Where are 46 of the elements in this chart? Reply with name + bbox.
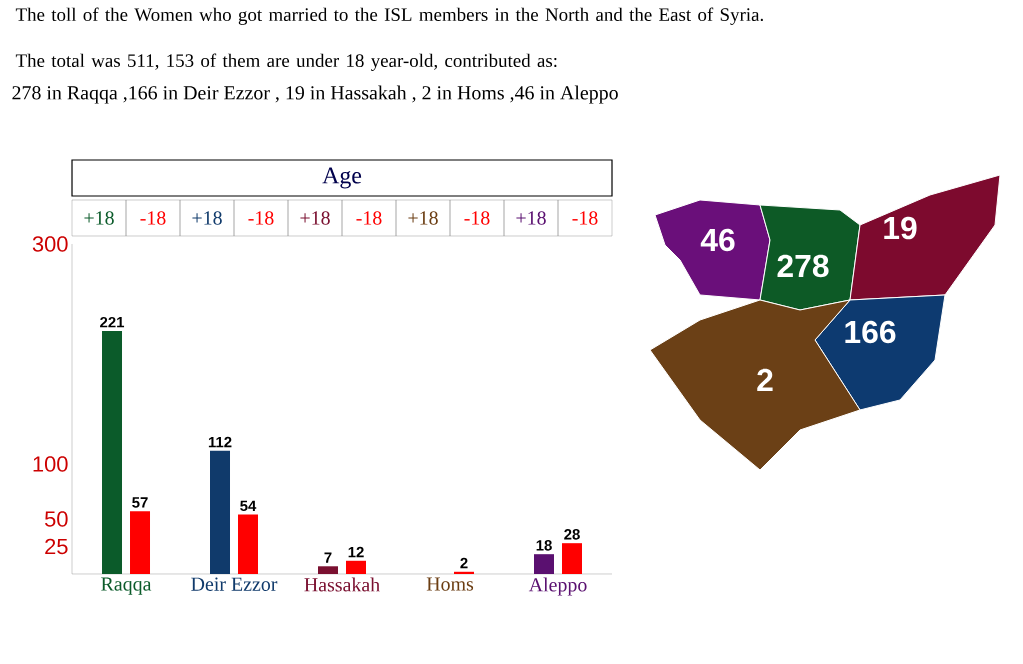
text: 278 in Raqqa ,166 in Deir Ezzor , 19 in Hassakah , 2 in Homs ,46 in Aleppo xyxy=(12,85,618,104)
x-tick-label: Deir Ezzor xyxy=(191,577,278,591)
x-tick-label: Hassakah xyxy=(304,577,380,592)
data-label: 18 xyxy=(536,540,552,551)
bar xyxy=(238,514,259,574)
text: +18 xyxy=(192,211,222,225)
text: -18 xyxy=(464,211,490,225)
bar xyxy=(130,511,151,574)
bar xyxy=(318,566,339,574)
x-tick-label: Aleppo xyxy=(528,577,587,596)
data-label: 57 xyxy=(132,497,148,508)
data-label: 112 xyxy=(208,436,232,448)
y-tick-label: 25 xyxy=(45,538,68,555)
text: +18 xyxy=(84,211,114,225)
data-label: 166 xyxy=(845,320,896,344)
text: +18 xyxy=(408,211,438,225)
data-label: 7 xyxy=(324,552,332,563)
y-tick-label: 100 xyxy=(33,456,68,472)
y-tick-label: 300 xyxy=(32,236,68,252)
text: -18 xyxy=(356,211,382,225)
data-label: 46 xyxy=(700,228,735,252)
bar xyxy=(454,571,475,574)
data-label: 2 xyxy=(757,368,773,392)
bar xyxy=(562,543,583,574)
data-label: 28 xyxy=(564,529,580,540)
chart-title: The toll of the Women who got married to the ISL members in the North and the East of Syria. xyxy=(15,7,763,25)
text: -18 xyxy=(248,211,274,225)
legend-title: Age xyxy=(322,167,362,189)
data-label: 54 xyxy=(240,500,257,512)
x-tick-label: Homs xyxy=(426,577,474,591)
bar xyxy=(534,554,555,574)
text: +18 xyxy=(516,211,546,225)
y-tick-label: 50 xyxy=(44,511,68,527)
data-label: 278 xyxy=(777,254,829,278)
bar xyxy=(210,450,231,574)
data-label: 12 xyxy=(348,546,364,558)
x-tick-label: Raqqa xyxy=(101,577,152,595)
bar xyxy=(346,560,367,574)
data-label: 221 xyxy=(100,316,125,328)
text: +18 xyxy=(300,211,330,225)
text: -18 xyxy=(572,211,598,225)
bar xyxy=(102,330,123,574)
data-label: 19 xyxy=(884,216,917,240)
chart-subtitle: The total was 511, 153 of them are under 18 year-old, contributed as: xyxy=(15,53,557,71)
text: -18 xyxy=(140,211,166,225)
data-label: 2 xyxy=(460,557,468,569)
